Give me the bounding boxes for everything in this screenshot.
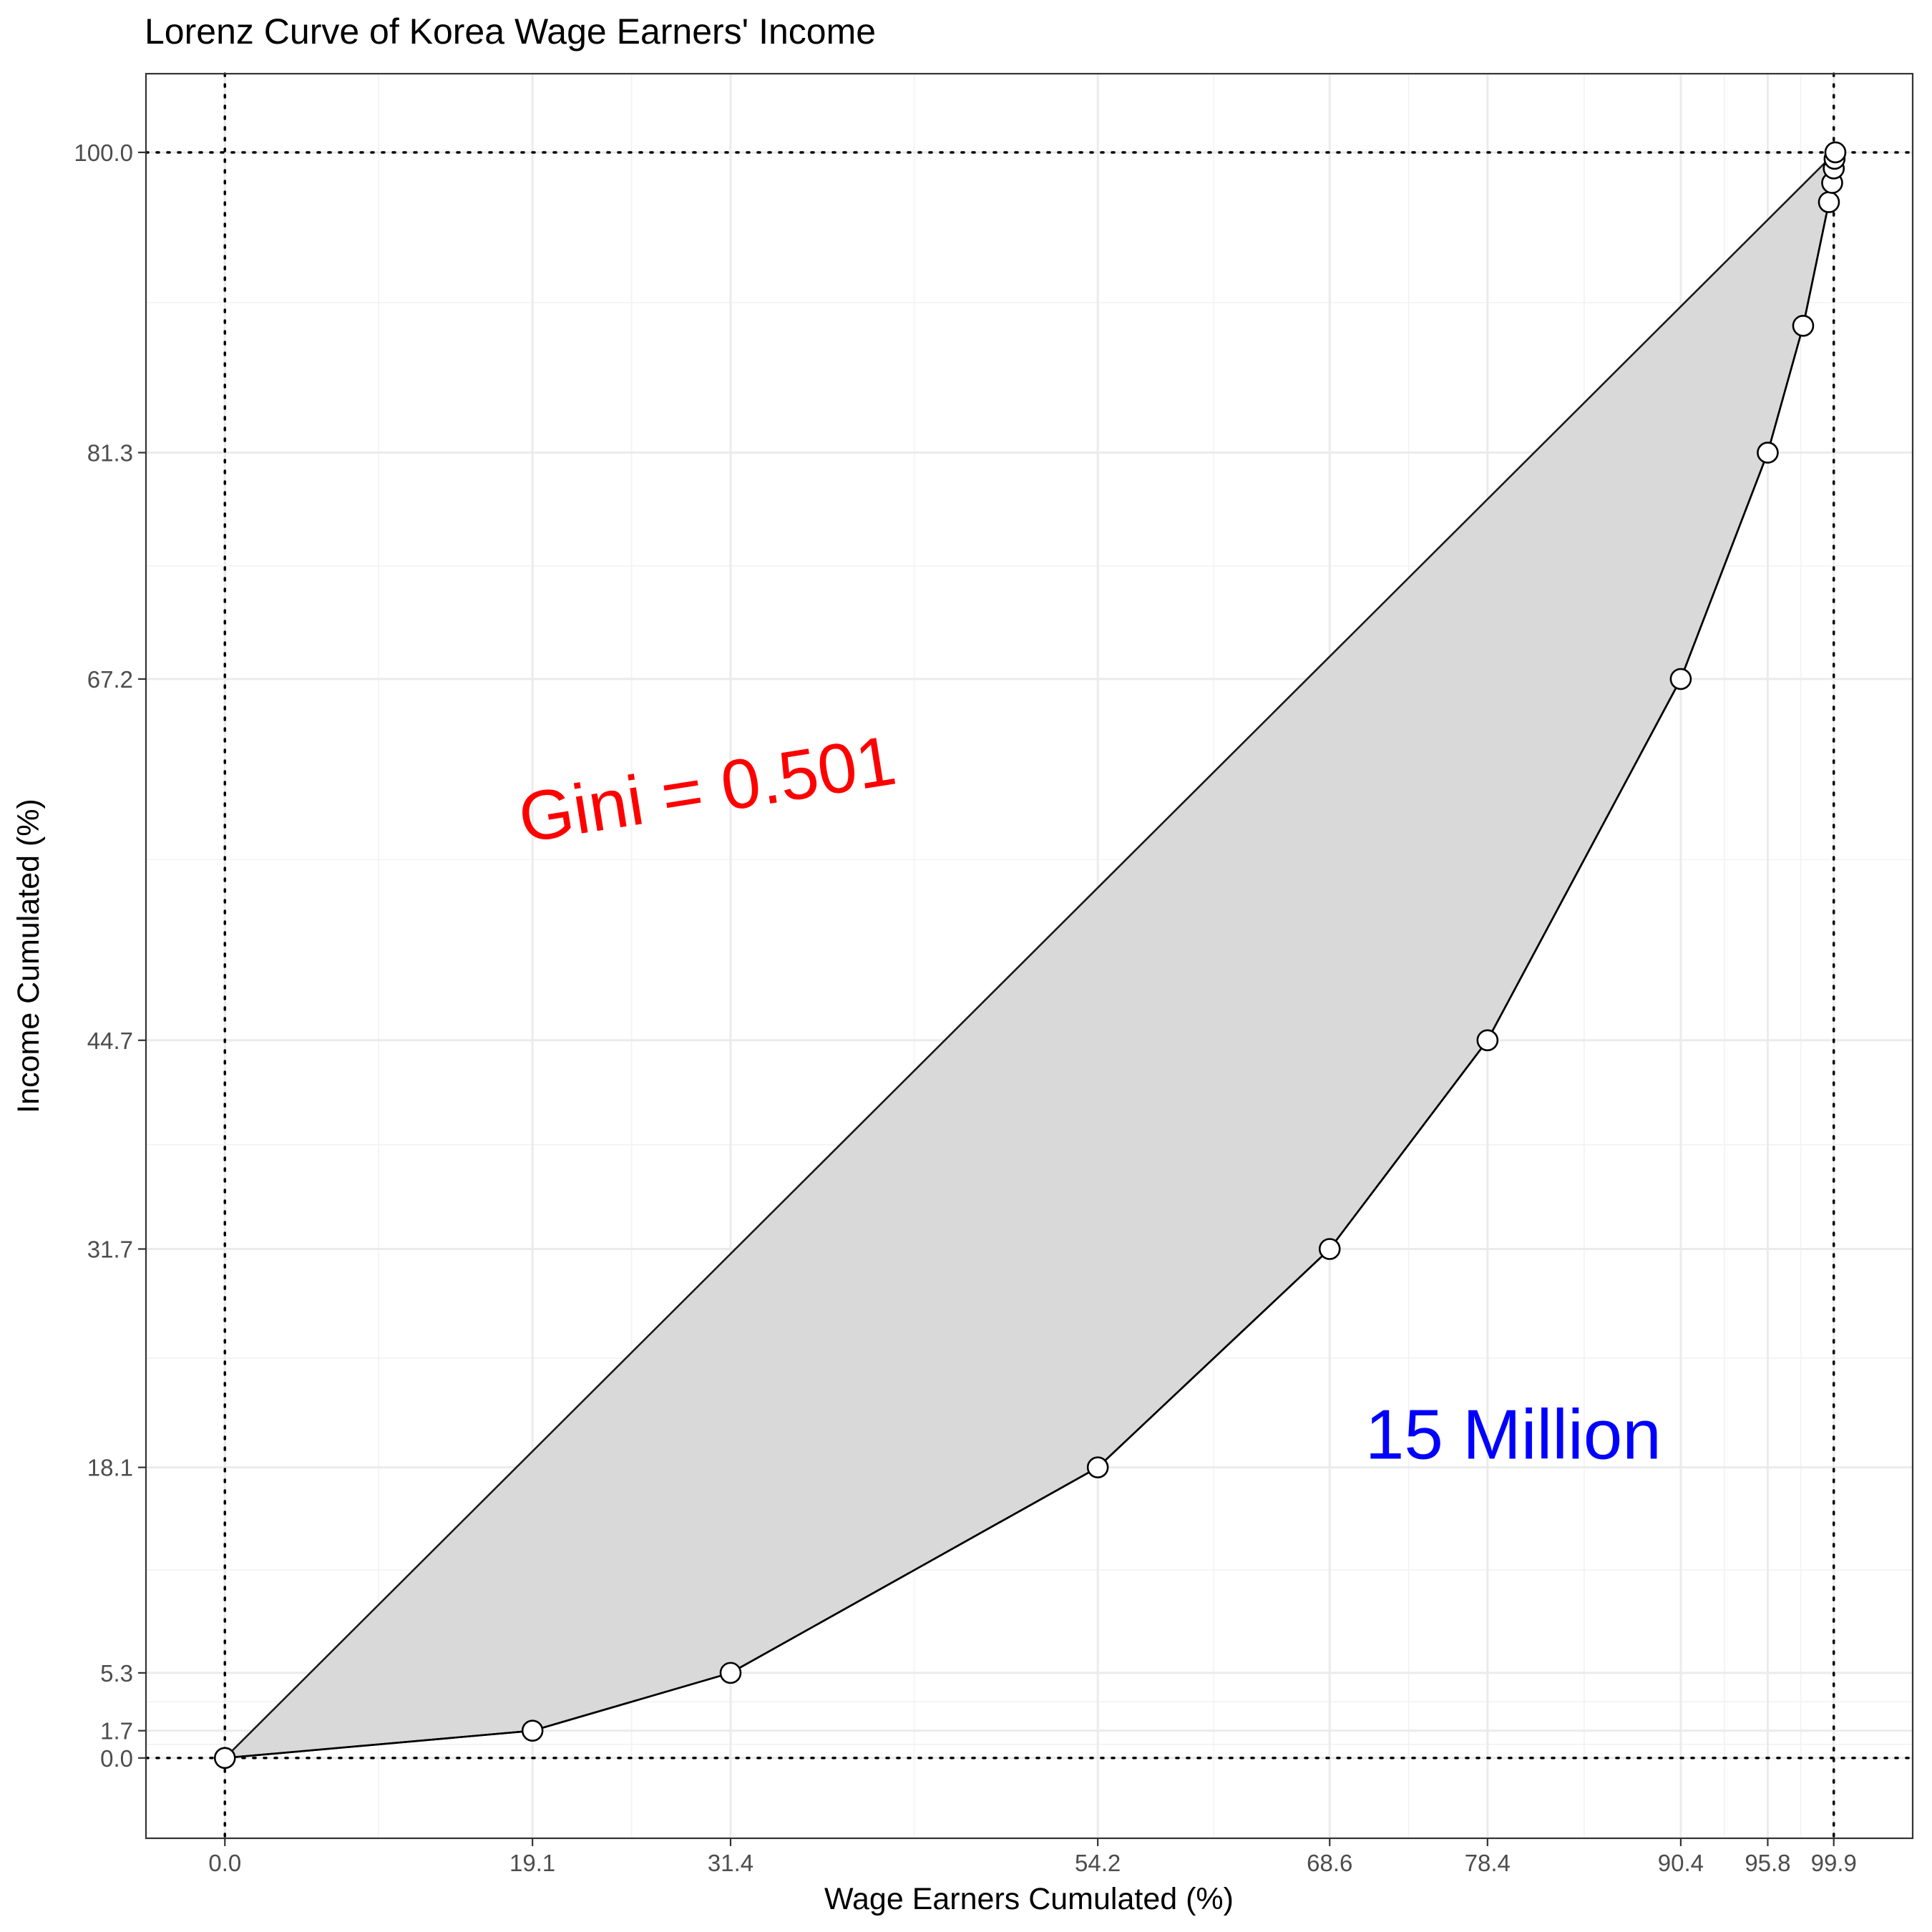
reference-lines: [145, 72, 1914, 1840]
y-tick-label: 18.1: [87, 1455, 133, 1481]
lorenz-area: [222, 150, 1837, 1760]
x-tick-label: 99.9: [1811, 1850, 1857, 1876]
x-tick-label: 90.4: [1658, 1850, 1704, 1876]
data-point: [1757, 441, 1779, 464]
data-point: [1669, 668, 1692, 691]
y-tick-label: 67.2: [87, 666, 133, 693]
x-tick-label: 19.1: [509, 1850, 555, 1876]
panel-border: [145, 72, 1914, 1840]
data-point: [719, 1662, 742, 1684]
x-tick-label: 68.6: [1307, 1850, 1352, 1876]
x-axis-ticks: 0.0 19.1 31.4 54.2 68.6 78.4 90.4 95.8 99.9: [208, 1838, 1857, 1876]
y-tick-label: 44.7: [87, 1028, 133, 1054]
x-tick-label: 78.4: [1465, 1850, 1511, 1876]
gini-annotation: Gini = 0.501: [513, 721, 901, 858]
data-point: [1086, 1456, 1109, 1478]
data-point: [213, 1747, 236, 1770]
data-point: [521, 1719, 544, 1742]
y-axis-label: Income Cumulated (%): [11, 799, 46, 1113]
y-tick-label: 0.0: [100, 1745, 133, 1772]
population-annotation: 15 Million: [1365, 1395, 1662, 1473]
data-point: [1824, 141, 1847, 164]
y-tick-label: 81.3: [87, 440, 133, 467]
y-tick-label: 5.3: [100, 1660, 133, 1687]
data-point: [1476, 1029, 1499, 1052]
x-tick-label: 95.8: [1745, 1850, 1790, 1876]
data-point: [1792, 314, 1815, 337]
x-tick-label: 31.4: [708, 1850, 753, 1876]
y-axis-ticks: 0.01.7 5.3 18.1 31.7 44.7 67.2 81.3 100.0: [74, 140, 146, 1772]
y-tick-label: 100.0: [74, 140, 133, 166]
data-point: [1818, 191, 1840, 213]
data-point: [1318, 1238, 1341, 1260]
chart-title: Lorenz Curve of Korea Wage Earners' Inco…: [145, 11, 876, 52]
y-tick-label: 1.7: [100, 1718, 133, 1745]
x-tick-label: 54.2: [1075, 1850, 1121, 1876]
lorenz-area-layer: [222, 150, 1837, 1760]
x-axis-label: Wage Earners Cumulated (%): [824, 1882, 1234, 1916]
y-tick-label: 31.7: [87, 1236, 133, 1263]
x-tick-label: 0.0: [208, 1850, 241, 1876]
data-points: [213, 141, 1847, 1770]
